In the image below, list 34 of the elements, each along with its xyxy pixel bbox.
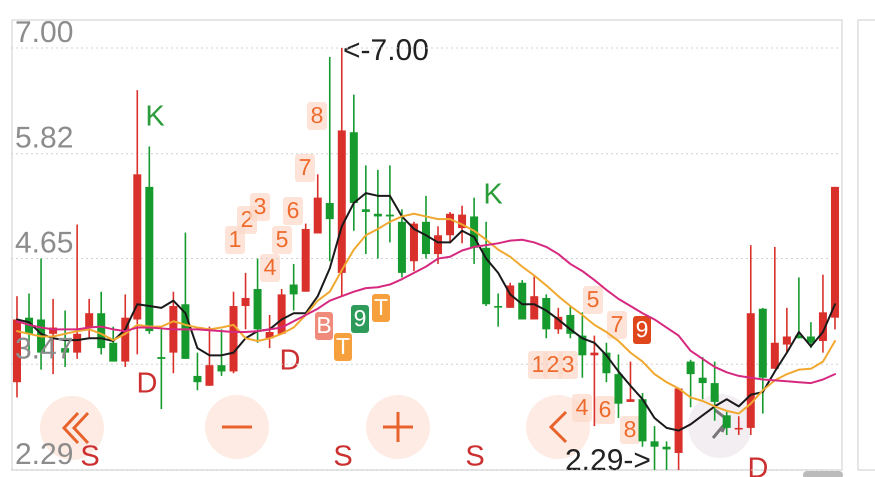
annotation: S	[465, 440, 485, 473]
annotation: 4	[264, 254, 277, 280]
annotation: D	[136, 368, 158, 400]
y-tick-label: 7.00	[15, 16, 74, 49]
annotation: T	[374, 294, 388, 320]
annotation: 8	[310, 102, 324, 128]
annotation: 6	[286, 197, 300, 224]
annotation: 2.29->	[565, 444, 651, 477]
annotation: 2	[240, 206, 254, 232]
annotation: 7	[298, 154, 312, 180]
annotation: 3	[562, 351, 574, 378]
y-tick-label: 5.82	[15, 122, 74, 155]
annotation: 2	[546, 351, 560, 378]
annotation: 1	[228, 226, 242, 252]
annotation: 4	[576, 394, 589, 420]
annotation: S	[333, 440, 353, 473]
annotation: 5	[276, 226, 288, 252]
y-tick-label: 4.65	[15, 226, 74, 260]
annotation: 9	[354, 305, 366, 332]
annotation: 1	[532, 351, 544, 378]
y-tick-label: 2.29	[15, 438, 74, 471]
annotation: 5	[586, 286, 600, 312]
annotation: <-7.00	[343, 34, 429, 67]
annotation: K	[483, 178, 504, 211]
annotation: S	[80, 440, 100, 473]
annotation: K	[145, 100, 166, 133]
annotation: B	[316, 312, 332, 338]
annotation: 8	[624, 416, 636, 442]
annotation: 6	[598, 396, 612, 422]
annotation: 9	[636, 316, 648, 342]
annotation: 7	[610, 311, 624, 338]
annotation: 3	[254, 193, 266, 220]
annotation: T	[336, 333, 350, 360]
annotation: D	[280, 344, 300, 377]
